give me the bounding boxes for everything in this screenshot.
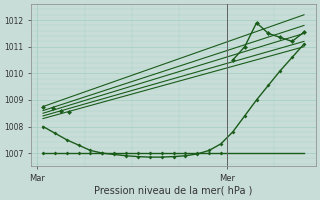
X-axis label: Pression niveau de la mer( hPa ): Pression niveau de la mer( hPa ) (94, 186, 253, 196)
